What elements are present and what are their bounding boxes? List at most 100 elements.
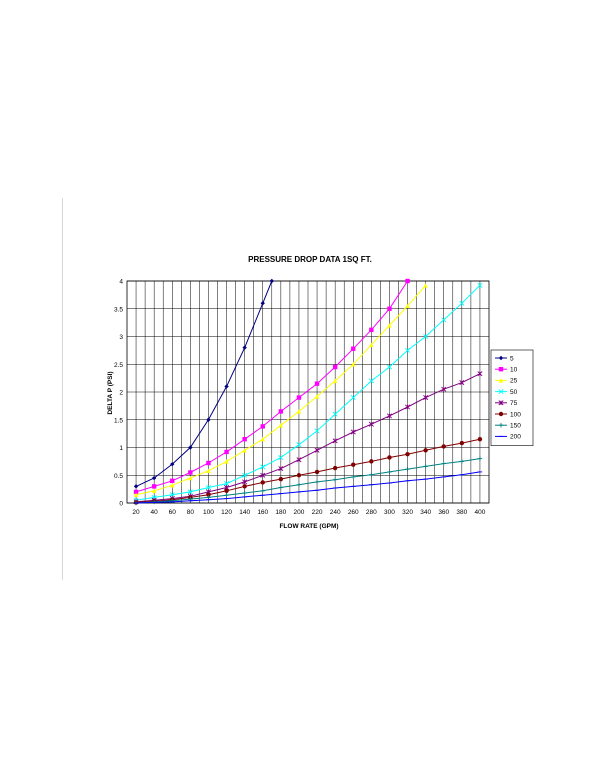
data-point-150 — [314, 479, 320, 485]
x-tick-label: 280 — [366, 509, 377, 516]
data-point-100 — [423, 448, 428, 453]
legend-marker-10 — [498, 367, 504, 372]
data-point-100 — [332, 465, 338, 471]
data-point-25 — [133, 492, 139, 497]
data-point-25 — [206, 468, 211, 474]
legend-marker-25 — [498, 378, 504, 383]
data-point-5 — [170, 461, 175, 467]
data-point-75 — [477, 371, 483, 377]
x-tick-label: 380 — [456, 509, 467, 516]
data-point-10 — [351, 346, 356, 351]
data-point-100 — [260, 480, 265, 485]
data-point-100 — [296, 473, 302, 478]
data-point-150 — [206, 495, 211, 500]
data-point-50 — [423, 333, 429, 340]
x-tick-label: 180 — [275, 509, 286, 516]
x-tick-label: 200 — [294, 509, 305, 516]
x-tick-label: 240 — [330, 509, 341, 516]
data-point-100 — [278, 476, 284, 482]
series-line-75 — [136, 373, 481, 503]
data-point-25 — [151, 488, 157, 493]
chart-title: PRESSURE DROP DATA 1SQ FT. — [248, 255, 372, 264]
data-point-75 — [405, 404, 411, 410]
data-point-10 — [278, 409, 284, 414]
data-point-75 — [459, 380, 465, 386]
data-point-75 — [441, 386, 447, 392]
data-point-5 — [224, 384, 229, 389]
data-point-50 — [296, 442, 302, 448]
data-point-50 — [368, 378, 374, 384]
data-point-150 — [296, 482, 302, 487]
data-point-10 — [242, 436, 247, 442]
data-point-10 — [170, 478, 175, 483]
data-point-150 — [441, 461, 446, 466]
data-point-100 — [369, 459, 374, 464]
series-line-150 — [136, 458, 480, 504]
data-point-50 — [242, 472, 248, 478]
y-tick-label: 0.5 — [114, 473, 123, 480]
data-point-5 — [206, 417, 211, 422]
legend-marker-100 — [498, 411, 504, 417]
data-point-75 — [350, 429, 356, 435]
x-tick-label: 60 — [169, 509, 177, 516]
legend-label-5: 5 — [510, 355, 514, 362]
series-line-10 — [135, 280, 409, 493]
data-point-25 — [242, 448, 247, 453]
legend-marker-75 — [498, 400, 504, 406]
data-point-100 — [459, 440, 465, 446]
x-tick-label: 360 — [438, 509, 449, 516]
data-point-50 — [314, 428, 320, 434]
data-point-100 — [351, 462, 356, 467]
data-point-50 — [386, 364, 392, 370]
x-tick-label: 320 — [402, 509, 413, 516]
x-tick-label: 260 — [348, 509, 359, 516]
data-point-150 — [332, 477, 338, 482]
data-point-100 — [314, 469, 320, 475]
y-tick-label: 3.5 — [114, 306, 123, 313]
y-tick-label: 1 — [119, 445, 123, 452]
data-point-150 — [224, 493, 229, 498]
data-point-75 — [278, 466, 284, 472]
y-tick-label: 0 — [119, 501, 123, 508]
data-point-10 — [133, 489, 139, 495]
data-point-50 — [332, 411, 338, 417]
data-point-10 — [369, 327, 374, 333]
data-point-25 — [296, 409, 302, 414]
data-point-10 — [296, 395, 302, 400]
legend-label-200: 200 — [510, 434, 521, 441]
data-point-25 — [260, 436, 265, 442]
y-tick-label: 1.5 — [114, 417, 123, 424]
x-tick-label: 100 — [203, 509, 214, 516]
data-point-50 — [459, 300, 465, 306]
data-point-75 — [296, 457, 302, 463]
data-point-5 — [242, 345, 247, 350]
data-point-75 — [314, 447, 320, 453]
plot-area: 20 40 60 80 100 120 140 160 180 200 220 240 260 280 30… — [114, 279, 490, 516]
data-point-25 — [369, 342, 374, 348]
data-point-150 — [278, 485, 284, 490]
legend-label-50: 50 — [510, 389, 518, 396]
legend-label-10: 10 — [510, 367, 518, 374]
data-point-10 — [224, 449, 229, 455]
x-tick-label: 20 — [132, 509, 140, 516]
data-point-100 — [477, 436, 483, 442]
x-tick-label: 220 — [312, 509, 323, 516]
y-tick-label: 3 — [119, 334, 123, 341]
data-point-50 — [169, 492, 175, 498]
x-tick-label: 40 — [151, 509, 159, 516]
page-edge-line — [62, 198, 63, 580]
data-point-150 — [477, 456, 483, 461]
data-point-25 — [314, 394, 320, 399]
x-tick-label: 400 — [475, 509, 486, 516]
data-point-25 — [332, 378, 338, 384]
data-point-75 — [423, 395, 429, 401]
legend-marker-5 — [498, 355, 504, 361]
x-tick-label: 80 — [187, 509, 195, 516]
x-tick-label: 140 — [239, 509, 250, 516]
data-point-25 — [278, 423, 284, 428]
data-point-50 — [441, 317, 447, 323]
data-point-100 — [441, 444, 446, 449]
plot-border — [126, 280, 490, 504]
data-point-150 — [459, 459, 465, 464]
x-tick-label: 120 — [221, 509, 232, 516]
